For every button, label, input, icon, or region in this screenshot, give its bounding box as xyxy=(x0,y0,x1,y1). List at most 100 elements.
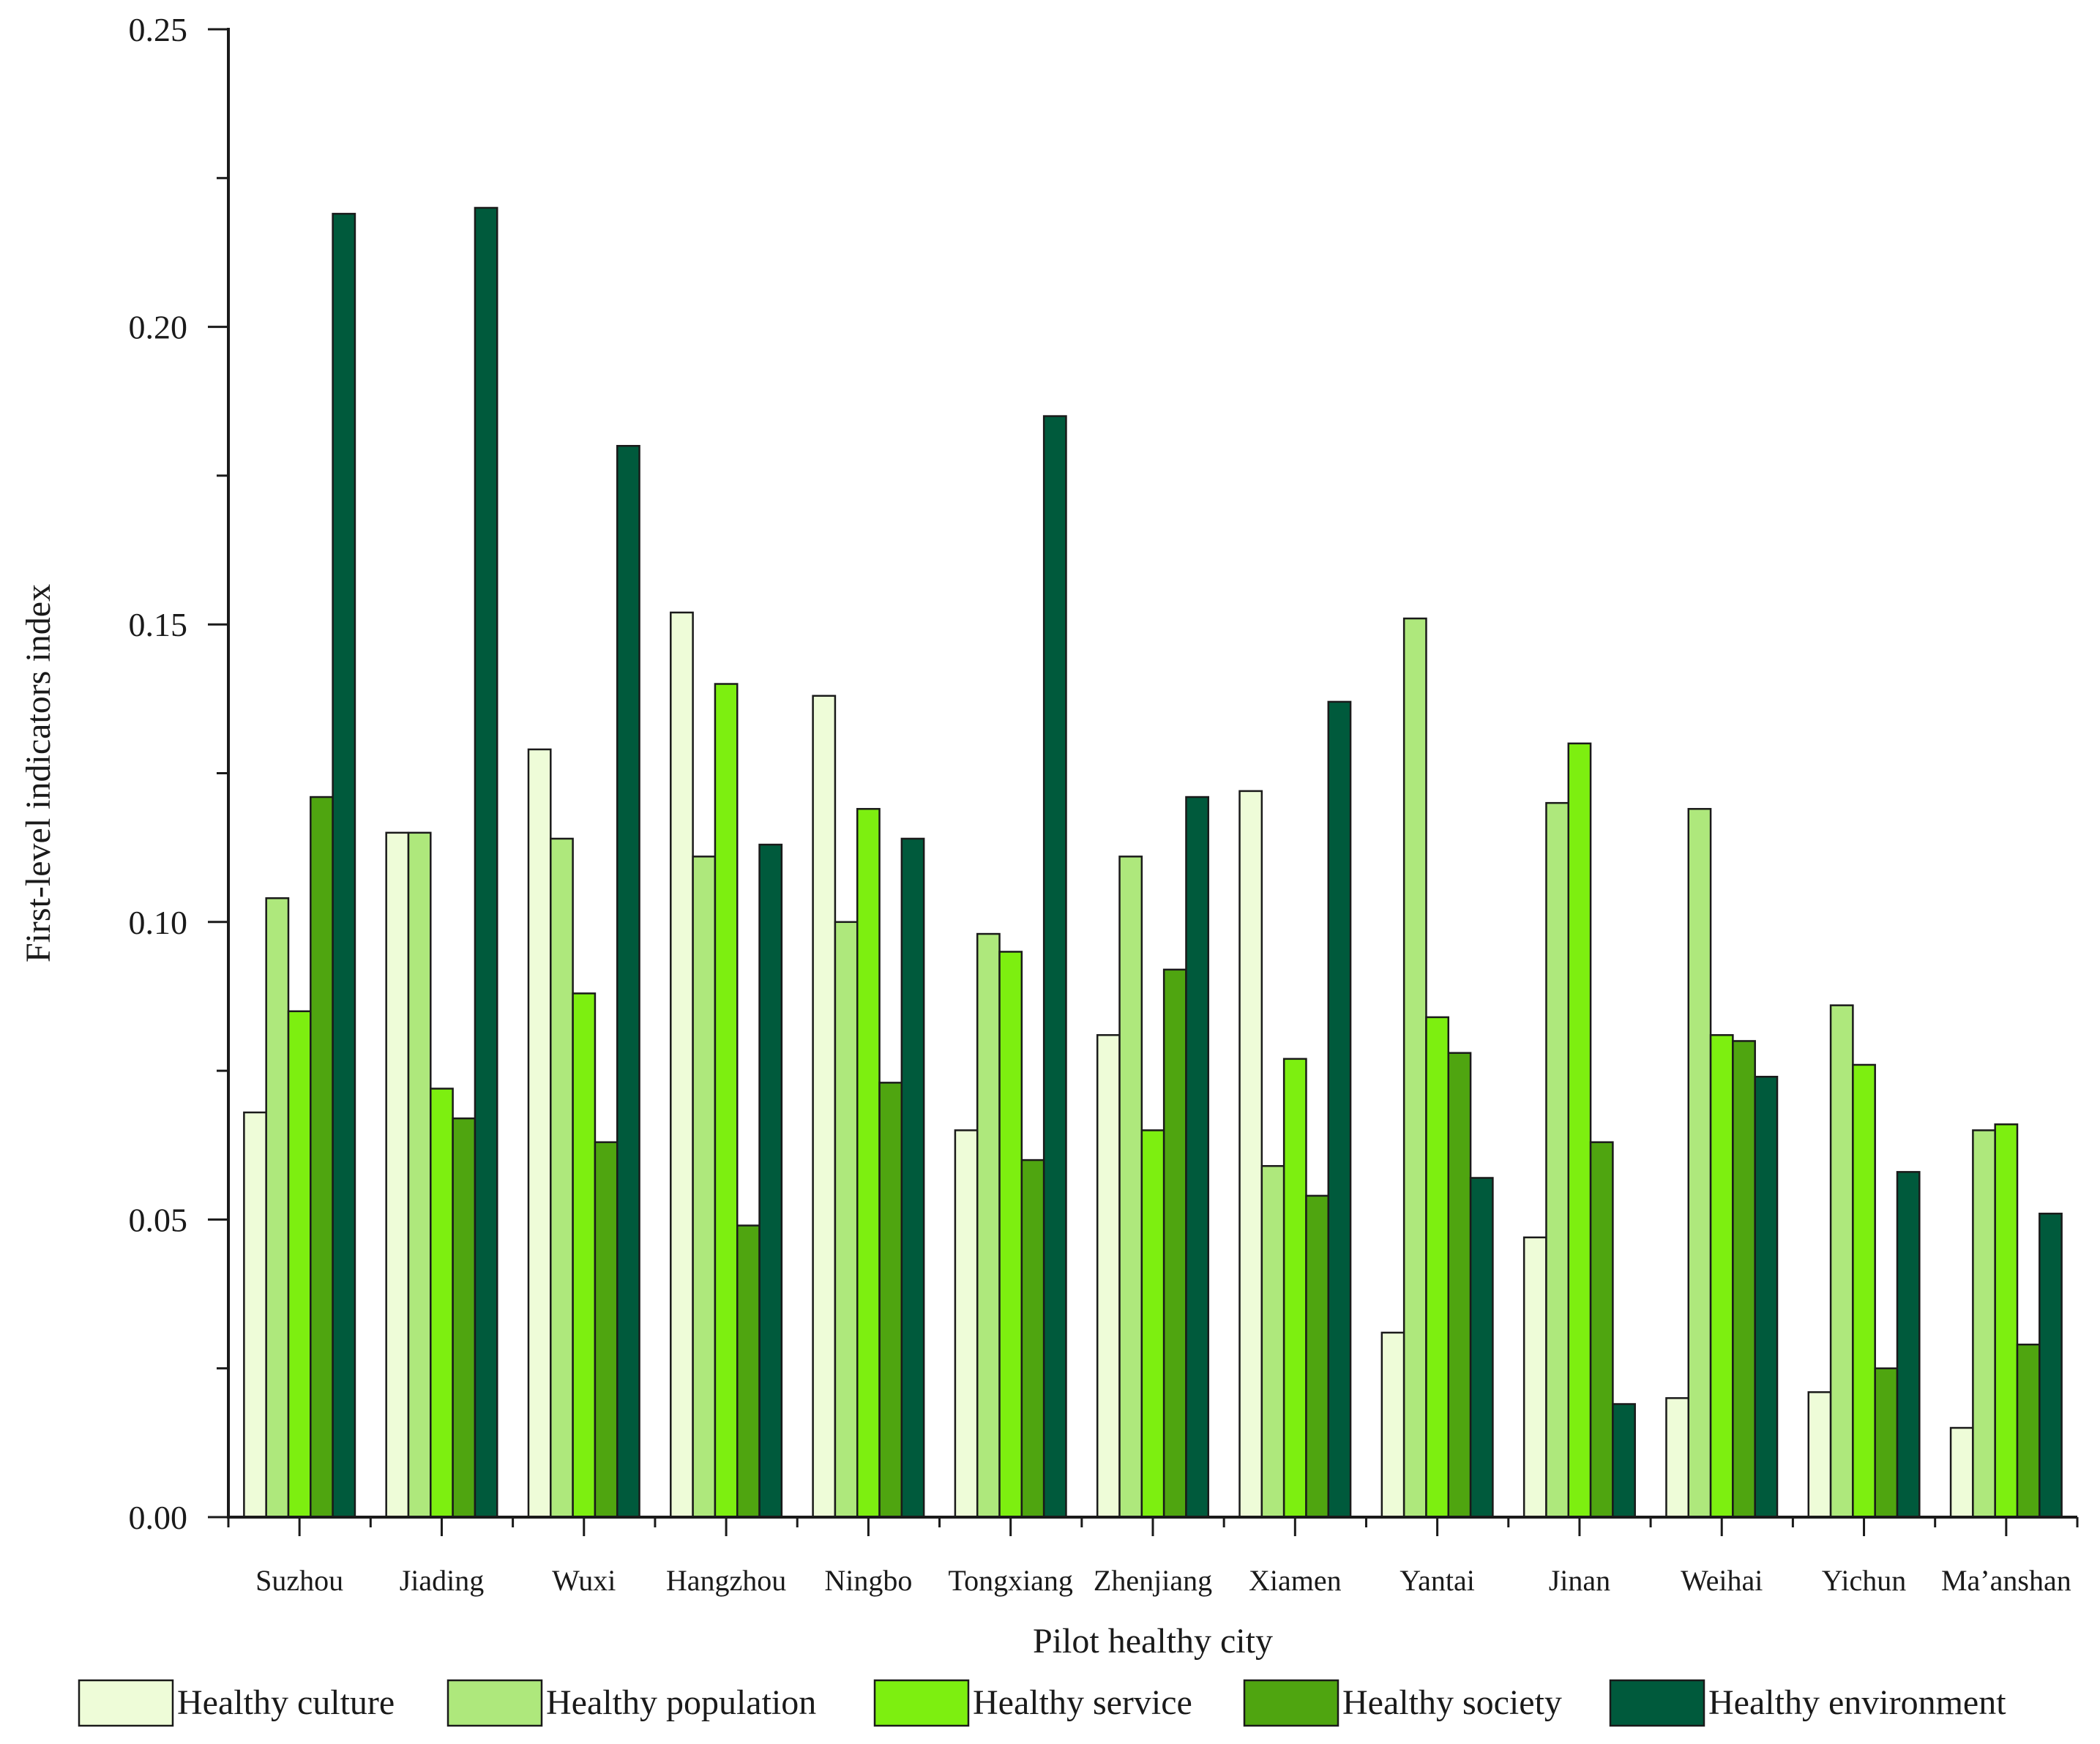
bar-healthy-population xyxy=(1687,808,1712,1519)
bar-healthy-environment xyxy=(1754,1075,1779,1519)
x-tick-label: Wuxi xyxy=(552,1564,616,1597)
bar-healthy-society xyxy=(1732,1040,1756,1519)
bar-healthy-culture xyxy=(243,1111,267,1519)
y-tick-label: 0.25 xyxy=(129,11,188,48)
bar-healthy-culture xyxy=(1949,1426,1974,1519)
x-tick-label: Weihai xyxy=(1681,1564,1763,1597)
bar-healthy-environment xyxy=(2039,1213,2063,1519)
bar-healthy-environment xyxy=(616,444,640,1519)
legend-label: Healthy environment xyxy=(1708,1683,2006,1722)
x-tick-label: Xiamen xyxy=(1249,1564,1342,1597)
x-axis-title: Pilot healthy city xyxy=(1033,1622,1273,1661)
bar-healthy-service xyxy=(1709,1034,1734,1519)
bar-healthy-environment xyxy=(332,212,356,1519)
bar-healthy-population xyxy=(834,921,859,1519)
bar-healthy-culture xyxy=(812,695,837,1519)
x-tick-label: Jinan xyxy=(1549,1564,1610,1597)
bar-healthy-society xyxy=(736,1224,761,1519)
bar-healthy-population xyxy=(1118,856,1143,1519)
x-tick-label: Yantai xyxy=(1400,1564,1475,1597)
bars-group xyxy=(243,206,2063,1519)
bar-healthy-service xyxy=(287,1010,312,1519)
bar-healthy-culture xyxy=(1665,1397,1690,1519)
legend-swatch xyxy=(446,1679,543,1727)
bar-healthy-population xyxy=(976,932,1001,1519)
x-tick-label: Yichun xyxy=(1822,1564,1907,1597)
y-tick-label: 0.20 xyxy=(129,309,188,346)
bar-healthy-service xyxy=(1140,1129,1165,1519)
bar-healthy-society xyxy=(1447,1052,1472,1519)
x-tick-label: Ma’anshan xyxy=(1941,1564,2071,1597)
x-tick-label: Ningbo xyxy=(824,1564,912,1597)
bar-healthy-population xyxy=(692,856,717,1519)
x-tick-label: Jiading xyxy=(400,1564,485,1597)
legend-label: Healthy population xyxy=(546,1683,816,1722)
bar-healthy-population xyxy=(550,837,574,1519)
legend-swatch xyxy=(78,1679,174,1727)
bar-healthy-society xyxy=(310,796,334,1519)
bar-healthy-population xyxy=(407,831,432,1519)
bar-healthy-service xyxy=(998,951,1023,1519)
legend-swatch xyxy=(873,1679,970,1727)
bar-healthy-society xyxy=(1305,1194,1330,1519)
bar-healthy-culture xyxy=(1807,1391,1832,1519)
bar-healthy-environment xyxy=(1185,796,1210,1519)
bar-healthy-environment xyxy=(758,843,783,1519)
bar-healthy-service xyxy=(714,683,739,1519)
bar-healthy-society xyxy=(878,1082,903,1519)
bar-healthy-culture xyxy=(670,611,694,1519)
bar-healthy-population xyxy=(1260,1164,1285,1519)
legend-label: Healthy service xyxy=(973,1683,1192,1722)
bar-healthy-culture xyxy=(954,1129,979,1519)
x-axis-ticks: Suzhou Jiading Wuxi Hangzhou Ningbo Tongxiang… xyxy=(227,1517,2079,1597)
bar-healthy-population xyxy=(1545,801,1570,1519)
y-axis-ticks: 0.00 0.05 0.10 0.15 0.20 0.25 xyxy=(129,11,228,1536)
bar-healthy-environment xyxy=(474,206,498,1519)
bar-healthy-society xyxy=(594,1141,619,1519)
bar-healthy-service xyxy=(430,1088,454,1519)
bar-healthy-environment xyxy=(900,837,925,1519)
bar-healthy-service xyxy=(1425,1016,1450,1519)
legend-label: Healthy culture xyxy=(177,1683,395,1722)
bar-healthy-society xyxy=(1020,1159,1045,1519)
bar-healthy-society xyxy=(1162,968,1187,1519)
bar-healthy-culture xyxy=(385,831,410,1519)
y-axis-title: First-level indicators index xyxy=(19,584,58,962)
y-tick-label: 0.00 xyxy=(129,1499,188,1536)
bar-healthy-population xyxy=(1402,617,1427,1519)
bar-healthy-culture xyxy=(1238,790,1263,1519)
bar-healthy-culture xyxy=(1380,1331,1405,1519)
bar-healthy-society xyxy=(1589,1141,1614,1519)
legend-label: Healthy society xyxy=(1342,1683,1562,1722)
bar-healthy-service xyxy=(1567,742,1592,1519)
y-tick-label: 0.05 xyxy=(129,1201,188,1238)
bar-healthy-population xyxy=(1829,1004,1854,1519)
x-tick-label: Tongxiang xyxy=(948,1564,1073,1597)
bar-healthy-society xyxy=(1874,1367,1899,1519)
bar-healthy-population xyxy=(265,897,290,1519)
bar-healthy-culture xyxy=(527,748,552,1519)
bar-healthy-service xyxy=(856,808,881,1519)
bar-healthy-environment xyxy=(1469,1177,1494,1519)
bar-healthy-environment xyxy=(1612,1403,1636,1519)
bar-healthy-society xyxy=(452,1117,477,1519)
legend: Healthy culture Healthy population Healthy… xyxy=(78,1679,2006,1727)
x-tick-label: Zhenjiang xyxy=(1094,1564,1212,1597)
bar-healthy-service xyxy=(1282,1058,1307,1519)
y-tick-label: 0.15 xyxy=(129,606,188,643)
x-tick-label: Hangzhou xyxy=(666,1564,786,1597)
y-tick-label: 0.10 xyxy=(129,904,188,941)
bar-healthy-service xyxy=(1994,1123,2019,1519)
bar-healthy-culture xyxy=(1522,1236,1547,1519)
legend-swatch xyxy=(1243,1679,1339,1727)
legend-swatch xyxy=(1609,1679,1705,1727)
bar-healthy-environment xyxy=(1042,415,1067,1519)
bar-healthy-service xyxy=(1852,1063,1876,1519)
bar-healthy-service xyxy=(572,992,597,1519)
bar-healthy-culture xyxy=(1096,1034,1121,1519)
bar-healthy-environment xyxy=(1327,700,1352,1519)
bar-healthy-population xyxy=(1972,1129,1996,1519)
bar-healthy-environment xyxy=(1896,1171,1921,1519)
x-tick-label: Suzhou xyxy=(255,1564,343,1597)
